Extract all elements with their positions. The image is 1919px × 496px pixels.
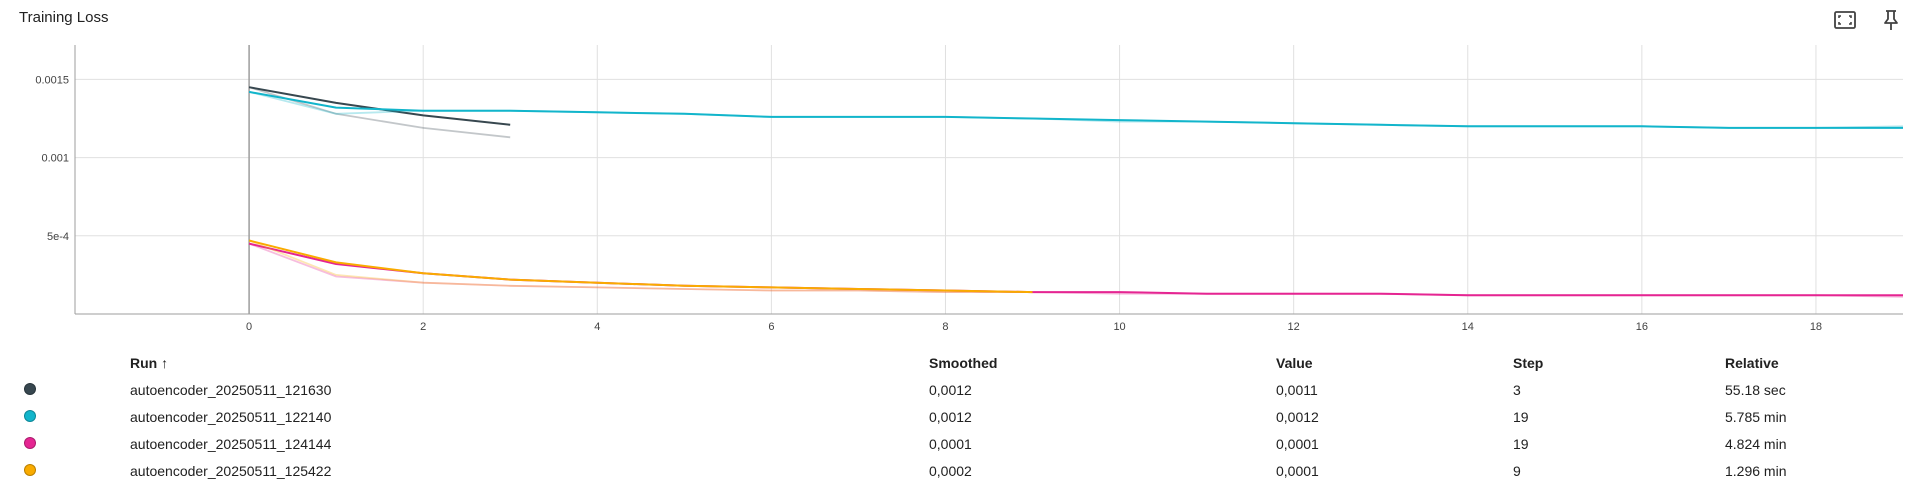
series-lines — [248, 86, 1904, 298]
table-row[interactable]: autoencoder_20250511_121630 0,0012 0,0011 3… — [0, 376, 1915, 403]
x-tick-label: 4 — [594, 321, 600, 330]
pin-icon[interactable] — [1877, 6, 1905, 34]
step-cell: 19 — [1513, 408, 1529, 425]
run-color-dot — [0, 457, 130, 484]
step-cell: 19 — [1513, 435, 1529, 452]
x-tick-label: 12 — [1288, 321, 1300, 330]
relative-cell: 1.296 min — [1725, 462, 1787, 479]
x-tick-label: 14 — [1462, 321, 1474, 330]
x-tick-label: 10 — [1113, 321, 1125, 330]
value-cell: 0,0001 — [1276, 435, 1319, 452]
x-tick-label: 6 — [768, 321, 774, 330]
fit-to-screen-icon[interactable] — [1831, 6, 1859, 34]
run-color-dot-icon[interactable] — [24, 409, 36, 422]
run-color-dot-icon[interactable] — [24, 382, 36, 395]
smoothed-series-line — [248, 90, 1903, 129]
relative-column-header[interactable]: Relative — [1725, 355, 1779, 371]
y-tick-label: 0.0015 — [35, 74, 69, 86]
smoothed-cell: 0,0012 — [929, 408, 972, 425]
smoothed-series-line — [248, 242, 1903, 297]
run-name-cell: autoencoder_20250511_122140 — [130, 408, 332, 425]
x-tick-label: 18 — [1810, 321, 1822, 330]
y-tick-label: 0.001 — [41, 153, 69, 165]
x-tick-label: 8 — [942, 321, 948, 330]
smoothed-cell: 0,0002 — [929, 462, 972, 479]
run-name-cell: autoencoder_20250511_125422 — [130, 462, 332, 479]
x-tick-label: 2 — [420, 321, 426, 330]
run-name-cell: autoencoder_20250511_124144 — [130, 435, 332, 452]
value-cell: 0,0011 — [1276, 381, 1318, 398]
raw-series-line — [248, 239, 1033, 294]
value-cell: 0,0012 — [1276, 408, 1319, 425]
chart-title: Training Loss — [19, 9, 109, 26]
run-color-dot-icon[interactable] — [24, 436, 36, 449]
smoothed-column-header[interactable]: Smoothed — [929, 355, 998, 371]
table-row[interactable]: autoencoder_20250511_125422 0,0002 0,0001 9… — [0, 457, 1915, 484]
smoothed-series-line — [248, 86, 511, 126]
table-header-row: Run ↑ Smoothed Value Step Relative — [0, 350, 1915, 376]
relative-cell: 55.18 sec — [1725, 381, 1786, 398]
smoothed-cell: 0,0001 — [929, 435, 972, 452]
axes — [74, 45, 1903, 315]
run-color-dot — [0, 376, 130, 403]
run-name-cell: autoencoder_20250511_121630 — [130, 381, 332, 398]
smoothed-cell: 0,0012 — [929, 381, 972, 398]
step-column-header[interactable]: Step — [1513, 355, 1544, 371]
value-cell: 0,0001 — [1276, 462, 1319, 479]
runs-table: Run ↑ Smoothed Value Step Relative autoe… — [0, 350, 1915, 484]
run-color-dot — [0, 430, 130, 457]
step-cell: 3 — [1513, 381, 1521, 398]
smoothed-series-line — [248, 239, 1033, 294]
loss-chart[interactable]: 0 2 4 6 8 10 12 14 16 18 5e-4 0.001 0.0015 — [0, 0, 1919, 330]
run-color-dot-icon[interactable] — [24, 463, 36, 476]
step-cell: 9 — [1513, 462, 1521, 479]
y-tick-label: 5e-4 — [47, 231, 69, 243]
raw-series-line — [248, 242, 1904, 298]
grid-lines — [75, 45, 1903, 314]
relative-cell: 4.824 min — [1725, 435, 1787, 452]
x-tick-label: 0 — [246, 321, 252, 330]
relative-cell: 5.785 min — [1725, 408, 1787, 425]
table-row[interactable]: autoencoder_20250511_124144 0,0001 0,0001 1… — [0, 430, 1915, 457]
tick-labels: 0 2 4 6 8 10 12 14 16 18 5e-4 0.001 0.0015 — [35, 74, 1822, 330]
value-column-header[interactable]: Value — [1276, 355, 1313, 371]
color-column-header — [0, 350, 130, 376]
run-column-header[interactable]: Run ↑ — [130, 355, 169, 371]
table-row[interactable]: autoencoder_20250511_122140 0,0012 0,0012 1… — [0, 403, 1915, 430]
run-color-dot — [0, 403, 130, 430]
x-tick-label: 16 — [1636, 321, 1648, 330]
